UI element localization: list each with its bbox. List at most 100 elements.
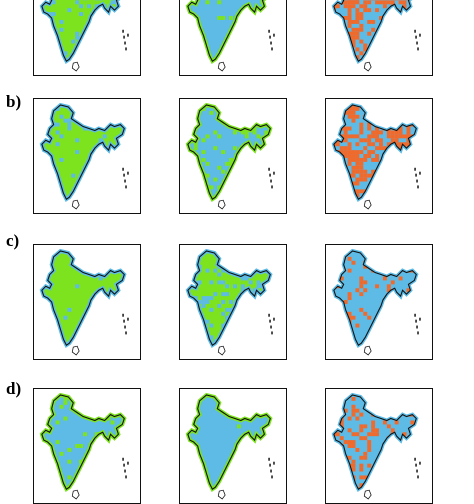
map-cell (340, 47, 344, 51)
map-cell (44, 162, 48, 166)
island-mark (127, 34, 128, 37)
island-outline (218, 490, 225, 499)
map-cell (241, 185, 245, 189)
island-mark (270, 180, 271, 183)
map-cell (371, 335, 375, 339)
map-cell (340, 28, 344, 32)
map-cell (245, 185, 249, 189)
map-panel (33, 388, 141, 504)
map-cell (387, 284, 391, 288)
map-cell (371, 189, 375, 193)
map-cell (359, 428, 363, 432)
map-cell (332, 20, 336, 24)
map-cell (198, 249, 202, 253)
map-panel (325, 0, 433, 76)
map-cell (363, 456, 367, 460)
map-cell (233, 130, 237, 134)
map-cell (359, 40, 363, 44)
map-cell (348, 16, 352, 20)
island-mark (123, 464, 124, 467)
map-cell (221, 115, 225, 119)
map-cell (371, 401, 375, 405)
map-panel (33, 244, 141, 360)
map-cell (348, 444, 352, 448)
map-cell (99, 115, 103, 119)
map-cell (194, 146, 198, 150)
map-cell (406, 150, 410, 154)
map-cell (379, 413, 383, 417)
map-cell (383, 162, 387, 166)
map-cell (352, 440, 356, 444)
map-cell (403, 328, 407, 332)
map-cell (355, 32, 359, 36)
map-cell (206, 296, 210, 300)
map-cell (359, 162, 363, 166)
island-outline (364, 62, 371, 71)
map-cell (410, 16, 414, 20)
map-cell (340, 146, 344, 150)
map-cell (336, 174, 340, 178)
map-cell (371, 20, 375, 24)
map-cell (387, 452, 391, 456)
map-cell (363, 424, 367, 428)
map-cell (363, 436, 367, 440)
map-cell (206, 320, 210, 324)
map-cell (363, 0, 367, 4)
map-cell (260, 174, 264, 178)
map-cell (233, 316, 237, 320)
map-cell (395, 40, 399, 44)
map-cell (379, 189, 383, 193)
map-cell (237, 424, 241, 428)
map-cell (406, 103, 410, 107)
map-cell (352, 464, 356, 468)
map-cell (348, 12, 352, 16)
map-cell (332, 409, 336, 413)
map-cell (399, 44, 403, 48)
map-cell (340, 308, 344, 312)
map-cell (379, 40, 383, 44)
map-cell (406, 448, 410, 452)
island-mark (273, 318, 274, 321)
map-cell (375, 8, 379, 12)
map-cell (352, 316, 356, 320)
map-cell (340, 107, 344, 111)
map-cell (202, 158, 206, 162)
map-cell (340, 24, 344, 28)
map-cell (391, 138, 395, 142)
map-cell (395, 420, 399, 424)
map-cell (403, 103, 407, 107)
map-cell (399, 253, 403, 257)
map-cell (253, 170, 257, 174)
map-cell (379, 483, 383, 487)
map-cell (371, 142, 375, 146)
map-cell (340, 170, 344, 174)
map-cell (410, 182, 414, 186)
map-cell (241, 193, 245, 197)
map-cell (355, 166, 359, 170)
map-cell (213, 269, 217, 273)
map-cell (355, 134, 359, 138)
map-cell (355, 12, 359, 16)
map-cell (391, 452, 395, 456)
map-cell (399, 170, 403, 174)
map-cell (348, 257, 352, 261)
map-cell (359, 464, 363, 468)
island-mark (271, 331, 272, 334)
map-cell (241, 197, 245, 201)
map-cell (375, 134, 379, 138)
map-cell (367, 440, 371, 444)
map-cell (352, 158, 356, 162)
map-cell (410, 36, 414, 40)
map-cell (371, 134, 375, 138)
island-mark (416, 180, 417, 183)
map-cell (363, 170, 367, 174)
map-cell (221, 280, 225, 284)
map-cell (209, 296, 213, 300)
map-cell (395, 170, 399, 174)
map-cell (395, 397, 399, 401)
map-cell (83, 343, 87, 347)
map-cell (202, 300, 206, 304)
map-cell (367, 448, 371, 452)
map-cell (395, 162, 399, 166)
map-cell (387, 130, 391, 134)
